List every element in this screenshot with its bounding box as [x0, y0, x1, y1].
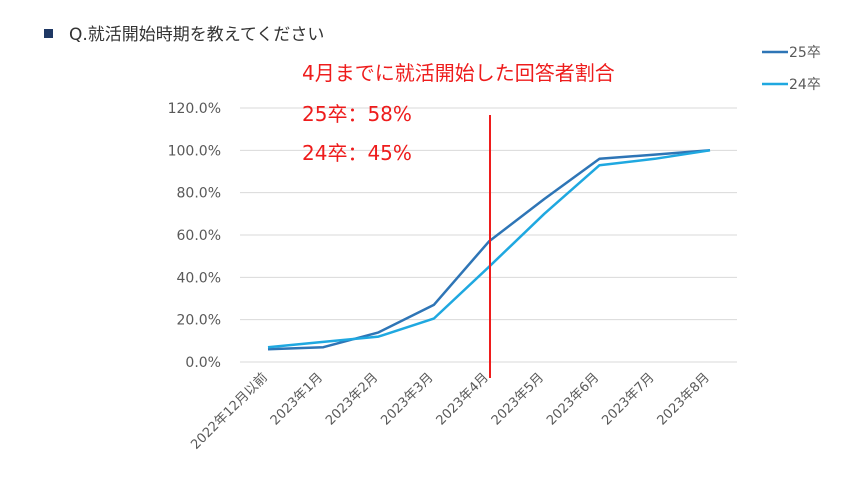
question-title: Q.就活開始時期を教えてください [44, 20, 324, 45]
x-tick-label: 2023年7月 [599, 370, 657, 428]
x-tick-label: 2023年2月 [323, 370, 381, 428]
annotation-text: 24卒：45% [302, 141, 412, 165]
gridlines [240, 107, 737, 363]
y-tick-label: 120.0% [168, 101, 221, 117]
annotation-text: 25卒：58% [302, 102, 412, 126]
x-tick-label: 2023年3月 [378, 370, 436, 428]
annotation-text: 4月までに就活開始した回答者割合 [302, 61, 615, 85]
x-tick-label: 2023年1月 [268, 370, 326, 428]
y-tick-label: 40.0% [177, 270, 221, 286]
y-axis-ticks: 0.0% 20.0% 40.0% 60.0% 80.0% 100.0% 120.0% [168, 101, 221, 371]
y-tick-label: 60.0% [177, 228, 221, 244]
x-tick-label: 2023年4月 [434, 370, 492, 428]
y-tick-label: 100.0% [168, 143, 221, 159]
annotations: 4月までに就活開始した回答者割合 25卒：58% 24卒：45% [302, 61, 615, 165]
legend: 25卒 24卒 [762, 45, 821, 93]
square-bullet-icon [44, 29, 53, 38]
x-tick-label: 2023年6月 [544, 370, 602, 428]
legend-label: 24卒 [789, 77, 821, 93]
x-tick-label: 2023年5月 [489, 370, 547, 428]
y-tick-label: 20.0% [177, 313, 221, 329]
legend-label: 25卒 [789, 45, 821, 61]
y-tick-label: 0.0% [185, 355, 221, 371]
question-text: Q.就活開始時期を教えてください [69, 25, 325, 45]
x-axis-ticks: 2022年12月以前2023年1月2023年2月2023年3月2023年4月20… [188, 370, 713, 453]
y-tick-label: 80.0% [177, 186, 221, 202]
x-tick-label: 2022年12月以前 [188, 370, 271, 453]
x-tick-label: 2023年8月 [655, 370, 713, 428]
